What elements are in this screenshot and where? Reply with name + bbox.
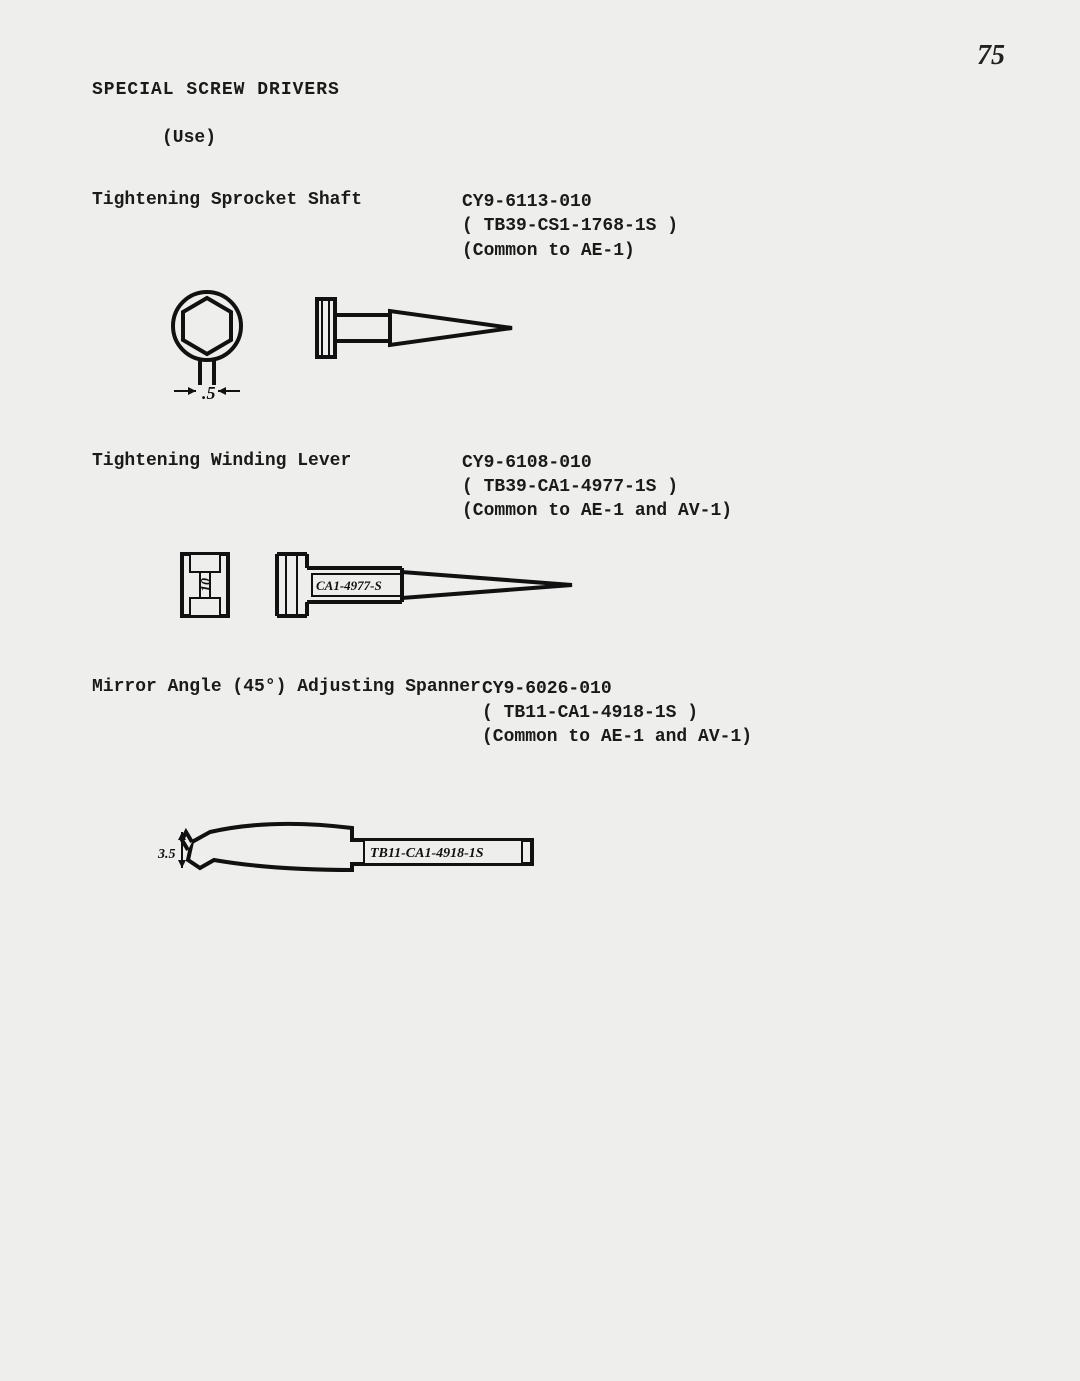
page-content: SPECIAL SCREW DRIVERS (Use) Tightening S… bbox=[92, 80, 982, 930]
item-code2: ( TB11-CA1-4918-1S ) bbox=[482, 701, 752, 725]
page-number: 75 bbox=[977, 40, 1005, 72]
item-code2: ( TB39-CS1-1768-1S ) bbox=[462, 214, 678, 238]
part-label: CA1-4977-S bbox=[316, 578, 382, 593]
tool-drawing-icon: TB11-CA1-4918-1S 3.5 bbox=[152, 810, 582, 890]
item-code1: CY9-6026-010 bbox=[482, 677, 752, 701]
item-code1: CY9-6113-010 bbox=[462, 190, 678, 214]
dim-label: 3.5 bbox=[157, 847, 176, 862]
item-name: Tightening Sprocket Shaft bbox=[92, 190, 462, 263]
item-code1: CY9-6108-010 bbox=[462, 451, 732, 475]
dim-label: 10 bbox=[199, 578, 214, 592]
item-row: Mirror Angle (45°) Adjusting Spanner CY9… bbox=[92, 677, 982, 750]
item-name: Mirror Angle (45°) Adjusting Spanner bbox=[92, 677, 482, 750]
item-note: (Common to AE-1) bbox=[462, 239, 678, 263]
item-row: Tightening Sprocket Shaft CY9-6113-010 (… bbox=[92, 190, 982, 263]
dim-label: .5 bbox=[202, 383, 216, 403]
item-codes: CY9-6108-010 ( TB39-CA1-4977-1S ) (Commo… bbox=[462, 451, 732, 524]
tool-drawing-icon: .5 bbox=[152, 281, 592, 411]
figure-sprocket-shaft: .5 bbox=[152, 281, 982, 411]
figure-mirror-spanner: TB11-CA1-4918-1S 3.5 bbox=[152, 810, 982, 890]
figure-winding-lever: 10 CA1-4977-S bbox=[152, 542, 982, 637]
item-note: (Common to AE-1 and AV-1) bbox=[462, 499, 732, 523]
item-row: Tightening Winding Lever CY9-6108-010 ( … bbox=[92, 451, 982, 524]
item-note: (Common to AE-1 and AV-1) bbox=[482, 725, 752, 749]
tool-drawing-icon: 10 CA1-4977-S bbox=[152, 542, 652, 637]
item-name: Tightening Winding Lever bbox=[92, 451, 462, 524]
item-codes: CY9-6113-010 ( TB39-CS1-1768-1S ) (Commo… bbox=[462, 190, 678, 263]
use-label: (Use) bbox=[162, 128, 982, 148]
section-title: SPECIAL SCREW DRIVERS bbox=[92, 80, 982, 100]
item-code2: ( TB39-CA1-4977-1S ) bbox=[462, 475, 732, 499]
part-label: TB11-CA1-4918-1S bbox=[370, 846, 484, 861]
item-codes: CY9-6026-010 ( TB11-CA1-4918-1S ) (Commo… bbox=[482, 677, 752, 750]
